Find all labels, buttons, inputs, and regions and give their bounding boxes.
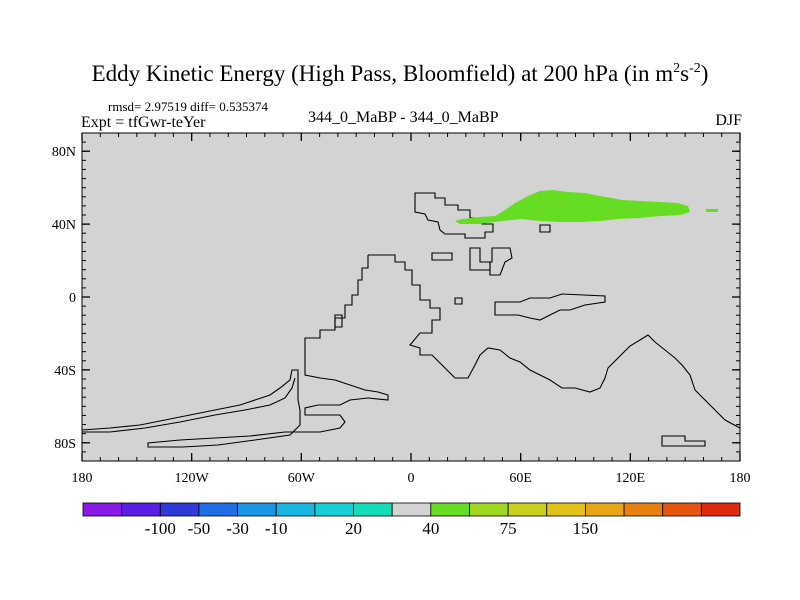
colorbar <box>82 502 741 517</box>
lat-tick-label: 40N <box>52 218 76 233</box>
season-label: DJF <box>715 112 742 129</box>
coast-antarctic-piece <box>661 435 706 447</box>
coast-island-6 <box>334 314 343 328</box>
coast-south-landmass <box>82 377 296 433</box>
lon-tick-label: 120E <box>616 471 646 486</box>
colorbar-box <box>700 502 741 517</box>
frame-major-ticks <box>81 133 741 461</box>
anomaly-jet-region <box>455 190 690 224</box>
lon-tick-label: 60E <box>509 471 532 486</box>
colorbar-box <box>353 502 393 517</box>
difference-label: 344_0_MaBP - 344_0_MaBP <box>308 109 499 126</box>
lat-tick-label: 80N <box>52 145 76 160</box>
longitude-labels: 180 120W 60W 0 60E 120E 180 <box>72 471 751 486</box>
colorbar-label: 150 <box>573 519 599 538</box>
colorbar-label: 20 <box>345 519 362 538</box>
coast-island-4 <box>539 224 551 233</box>
colorbar-label: 75 <box>500 519 517 538</box>
colorbar-box <box>469 502 509 517</box>
lon-tick-label: 60W <box>288 471 316 486</box>
colorbar-box <box>662 502 702 517</box>
experiment-label: Expt = tfGwr-teYer <box>81 114 206 131</box>
lat-tick-label: 80S <box>54 437 76 452</box>
colorbar-box <box>391 502 432 517</box>
anomaly-small-patch <box>706 209 718 212</box>
coast-americas-west <box>81 255 389 448</box>
colorbar-label: -30 <box>226 519 249 538</box>
map-panel <box>82 133 740 461</box>
lon-tick-label: 180 <box>730 471 751 486</box>
colorbar-label: 40 <box>422 519 439 538</box>
plot-title: Eddy Kinetic Energy (High Pass, Bloomfie… <box>91 61 709 86</box>
colorbar-box <box>198 502 238 517</box>
colorbar-box <box>623 502 664 517</box>
stats-line: rmsd= 2.97519 diff= 0.535374 <box>108 99 268 114</box>
lat-tick-label: 40S <box>54 364 76 379</box>
latitude-labels: 80N 40N 0 40S 80S <box>52 145 76 452</box>
lat-tick-label: 0 <box>69 291 76 306</box>
colorbar-box <box>585 502 625 517</box>
coast-island-1 <box>431 252 453 261</box>
colorbar-box <box>430 502 470 517</box>
lon-tick-label: 120W <box>175 471 210 486</box>
coast-island-3 <box>489 247 513 276</box>
colorbar-box <box>507 502 548 517</box>
colorbar-label: -10 <box>265 519 288 538</box>
coast-island-5 <box>454 297 463 305</box>
coast-australia-belt <box>494 293 606 321</box>
coast-south-america <box>368 254 741 429</box>
colorbar-label: -100 <box>145 519 176 538</box>
colorbar-box <box>546 502 586 517</box>
coast-eurasia-africa <box>414 192 494 239</box>
lon-tick-label: 180 <box>72 471 93 486</box>
coastline-outlines <box>81 192 741 448</box>
eke-positive-anomaly <box>455 190 718 224</box>
colorbar-labels: -100 -50 -30 -10 20 40 75 150 <box>145 519 598 538</box>
colorbar-box <box>314 502 354 517</box>
colorbar-box <box>159 502 200 517</box>
lon-tick-label: 0 <box>408 471 415 486</box>
colorbar-box <box>237 502 277 517</box>
colorbar-box <box>82 502 123 517</box>
colorbar-box <box>121 502 161 517</box>
colorbar-label: -50 <box>188 519 211 538</box>
colorbar-box <box>275 502 316 517</box>
